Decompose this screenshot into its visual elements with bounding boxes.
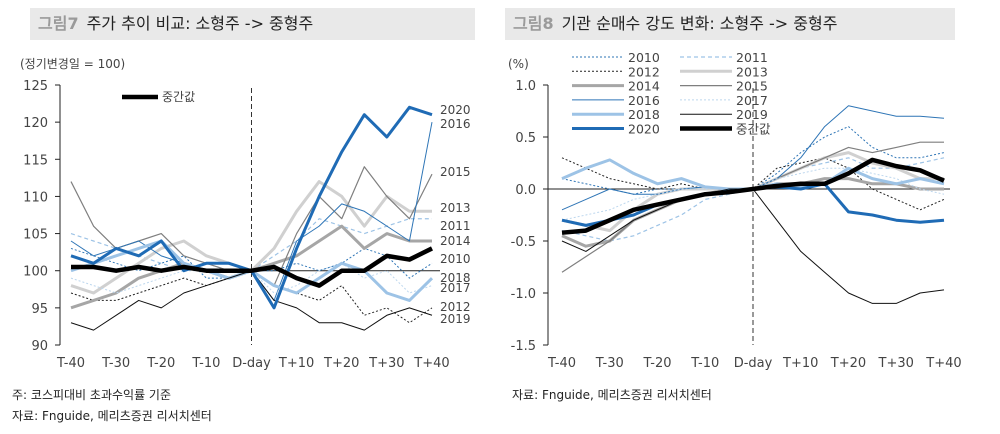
x-tick-label: T+40 bbox=[413, 356, 449, 371]
left-note: 주: 코스피대비 초과수익률 기준 bbox=[12, 388, 172, 402]
left-figure-header: 그림7 주가 추이 비교: 소형주 -> 중형주 bbox=[30, 8, 475, 40]
series-end-label: 2018 bbox=[440, 271, 471, 285]
y-tick-label: 115 bbox=[23, 153, 48, 168]
x-tick-label: T-40 bbox=[547, 356, 576, 371]
series-end-label: 2019 bbox=[440, 312, 471, 326]
x-tick-label: T-40 bbox=[56, 356, 85, 371]
legend-label: 2011 bbox=[736, 50, 768, 65]
y-tick-label: -0.5 bbox=[511, 235, 536, 250]
series-end-label: 2016 bbox=[440, 117, 471, 131]
x-tick-label: T+40 bbox=[925, 356, 961, 371]
y-tick-label: 90 bbox=[31, 339, 48, 354]
x-tick-label: T+20 bbox=[323, 356, 359, 371]
x-tick-label: T+20 bbox=[830, 356, 866, 371]
legend-label: 2014 bbox=[628, 79, 660, 94]
legend-label: 중간값 bbox=[162, 90, 195, 104]
y-tick-label: -1.5 bbox=[511, 339, 536, 354]
x-tick-label: T+30 bbox=[368, 356, 404, 371]
series-line-중간값 bbox=[71, 246, 433, 288]
series-line-2019 bbox=[561, 188, 945, 304]
x-tick-label: T+30 bbox=[878, 356, 914, 371]
y-tick-label: 100 bbox=[23, 265, 48, 280]
legend-label: 2017 bbox=[736, 93, 768, 108]
series-end-label: 2015 bbox=[440, 165, 471, 179]
x-tick-label: T-20 bbox=[146, 356, 175, 371]
y-tick-label: 0.5 bbox=[515, 131, 536, 146]
right-figure-header: 그림8 기관 순매수 강도 변화: 소형주 -> 중형주 bbox=[505, 8, 955, 40]
x-tick-label: T-10 bbox=[191, 356, 220, 371]
legend-label: 2012 bbox=[628, 64, 660, 79]
x-tick-label: T-30 bbox=[595, 356, 624, 371]
series-end-label: 2013 bbox=[440, 201, 471, 215]
legend-label: 2013 bbox=[736, 64, 768, 79]
series-line-2011 bbox=[561, 157, 945, 242]
series-end-label: 2014 bbox=[440, 234, 471, 248]
legend-label: 중간값 bbox=[736, 122, 771, 137]
y-tick-label: 1.0 bbox=[515, 79, 536, 94]
series-end-label: 2012 bbox=[440, 300, 471, 314]
y-tick-label: -1.0 bbox=[511, 287, 536, 302]
x-tick-label: T-10 bbox=[690, 356, 719, 371]
figure-number: 그림7 bbox=[38, 14, 79, 33]
y-tick-label: 0.0 bbox=[515, 183, 536, 198]
y-tick-label: 95 bbox=[31, 302, 48, 317]
right-source: 자료: Fnguide, 메리츠증권 리서치센터 bbox=[512, 388, 712, 402]
y-tick-label: 120 bbox=[23, 116, 48, 131]
legend-label: 2010 bbox=[628, 50, 660, 65]
figure-number: 그림8 bbox=[513, 14, 554, 33]
legend-label: 2019 bbox=[736, 107, 768, 122]
series-end-label: 2011 bbox=[440, 219, 471, 233]
x-tick-label: D-day bbox=[734, 356, 773, 371]
legend-label: 2018 bbox=[628, 107, 660, 122]
y-tick-label: 125 bbox=[23, 79, 48, 94]
y-axis-label: (%) bbox=[508, 57, 529, 71]
series-end-label: 2020 bbox=[440, 103, 471, 117]
y-tick-label: 110 bbox=[23, 190, 48, 205]
series-end-label: 2017 bbox=[440, 281, 471, 295]
x-tick-label: T-20 bbox=[643, 356, 672, 371]
x-tick-label: T+10 bbox=[782, 356, 818, 371]
y-tick-label: 105 bbox=[23, 228, 48, 243]
series-end-label: 2010 bbox=[440, 252, 471, 266]
x-tick-label: T-30 bbox=[101, 356, 130, 371]
legend-label: 2015 bbox=[736, 79, 768, 94]
x-tick-label: T+10 bbox=[278, 356, 314, 371]
legend-label: 2016 bbox=[628, 93, 660, 108]
figure-title: 기관 순매수 강도 변화: 소형주 -> 중형주 bbox=[561, 14, 838, 33]
series-line-중간값 bbox=[561, 157, 945, 235]
x-tick-label: D-day bbox=[232, 356, 271, 371]
left-source: 자료: Fnguide, 메리츠증권 리서치센터 bbox=[12, 409, 212, 423]
y-axis-label: (정기변경일 = 100) bbox=[20, 57, 125, 71]
legend-label: 2020 bbox=[628, 122, 660, 137]
figure-title: 주가 추이 비교: 소형주 -> 중형주 bbox=[86, 14, 314, 33]
